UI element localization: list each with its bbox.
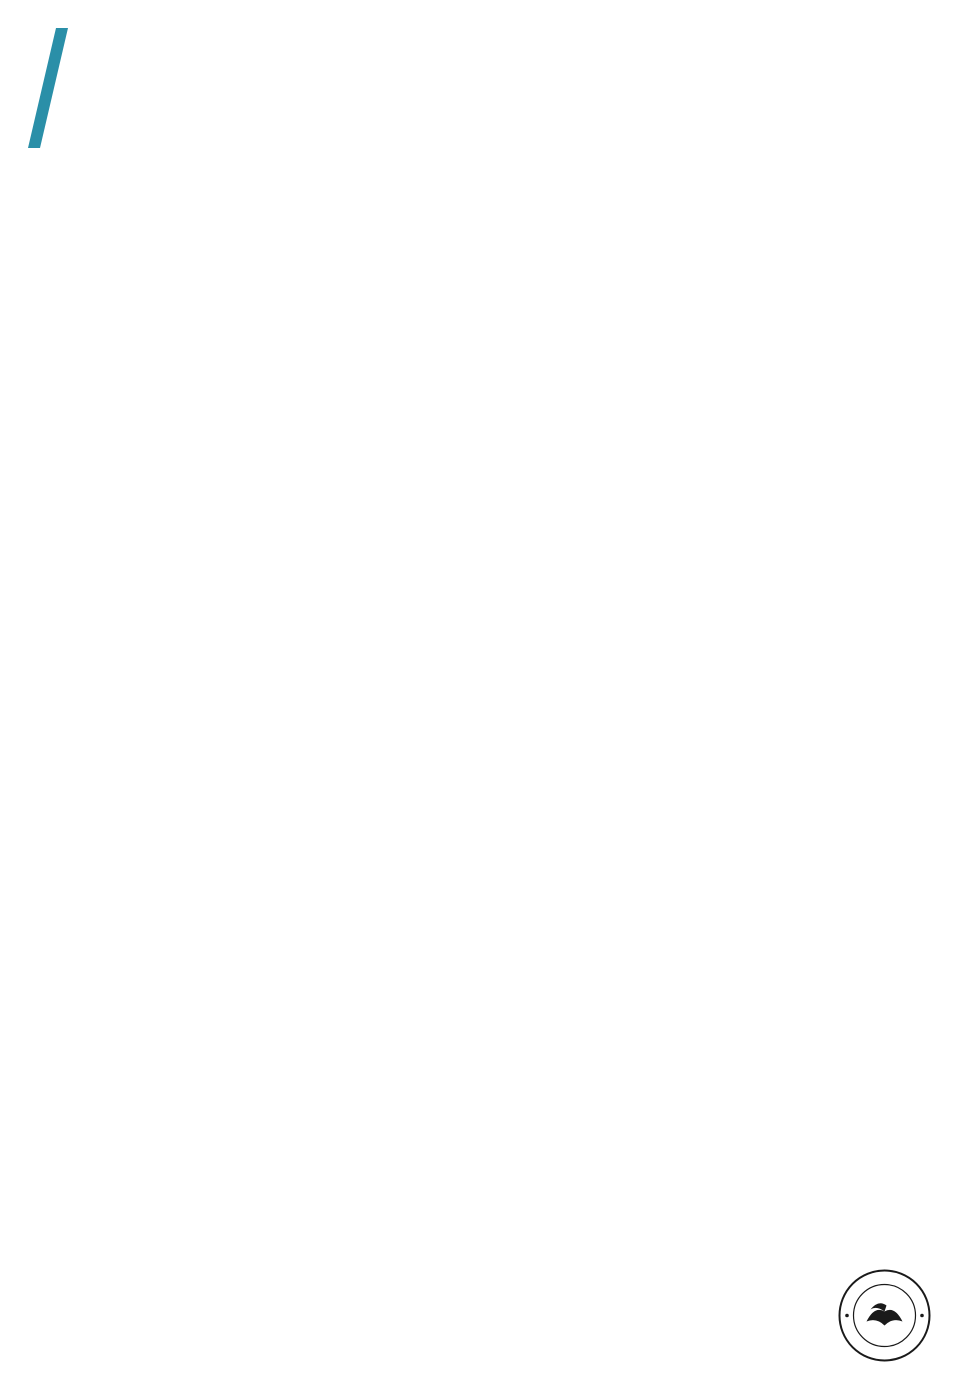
title-block (230, 70, 900, 84)
pattern-svg (0, 370, 960, 1391)
decorative-pattern (0, 370, 960, 1391)
university-seal-icon (837, 1268, 932, 1363)
logo-slash-icon (28, 28, 78, 148)
